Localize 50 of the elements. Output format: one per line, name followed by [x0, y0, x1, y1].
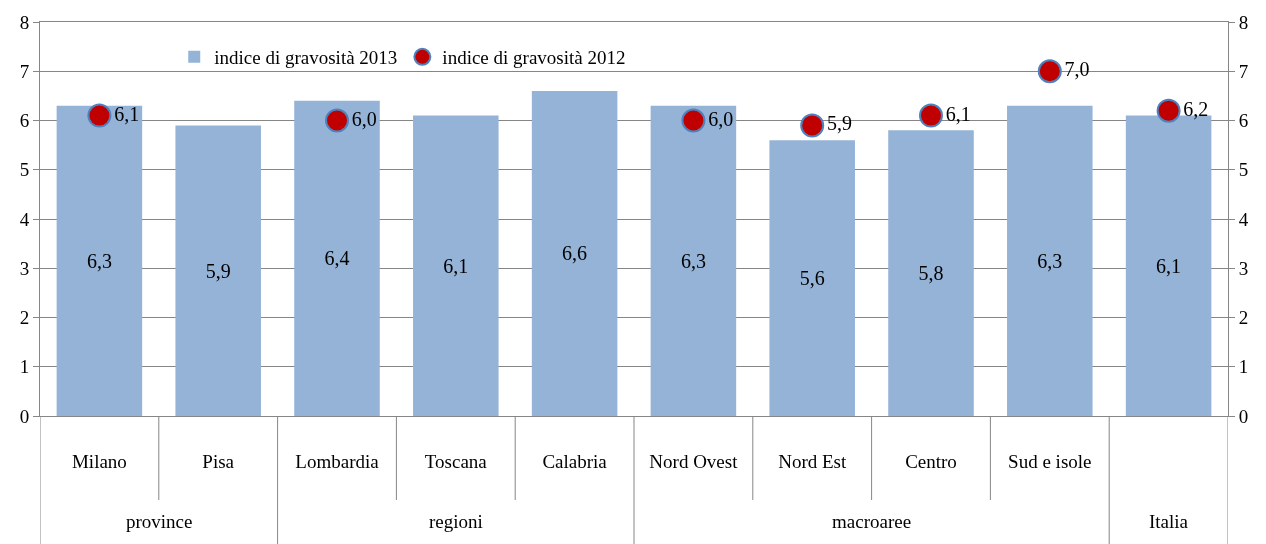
data-label: 6,4 [324, 247, 350, 270]
y2-tick-label: 6 [1238, 110, 1249, 132]
data-label: 6,3 [1037, 249, 1063, 272]
x-tick-label: Centro [905, 450, 957, 472]
data-label: 6,3 [86, 249, 112, 272]
x-tick-label: Toscana [424, 450, 488, 472]
data-label: 6,1 [945, 102, 971, 125]
data-label: 6,6 [562, 242, 588, 265]
data-label: 6,1 [1156, 254, 1182, 277]
y2-tick-label: 7 [1238, 60, 1249, 82]
y2-tick-label: 2 [1238, 307, 1249, 329]
data-label: 5,9 [205, 259, 231, 282]
y-tick-label: 7 [19, 60, 30, 82]
y-tick-label: 3 [19, 257, 30, 279]
x-tick-label: Nord Est [778, 450, 847, 472]
y2-tick-label: 5 [1238, 159, 1249, 181]
x-tick-label: Pisa [202, 450, 235, 472]
data-label: 6,3 [680, 249, 706, 272]
y-tick-label: 2 [19, 307, 30, 329]
data-label: 6,1 [443, 254, 469, 277]
legend-label: indice di gravosità 2012 [442, 47, 626, 69]
data-label: 5,9 [826, 112, 852, 135]
text: province [126, 511, 193, 532]
text: macroaree [832, 511, 912, 532]
data-label: 6,0 [351, 107, 377, 130]
y-tick-label: 0 [19, 405, 30, 427]
data-label: 7,0 [1064, 58, 1090, 81]
text: regioni [429, 511, 483, 532]
data-label: 5,8 [918, 262, 944, 285]
x-tick-label: Nord Ovest [649, 450, 739, 472]
data-label: 6,1 [114, 102, 140, 125]
x-tick-label: Lombardia [295, 450, 380, 472]
data-label: 6,0 [708, 107, 734, 130]
y-tick-label: 5 [19, 159, 30, 181]
x-tick-label: Milano [71, 450, 127, 472]
y2-tick-label: 3 [1238, 257, 1249, 279]
legend-label: indice di gravosità 2013 [214, 47, 398, 69]
data-label: 5,6 [799, 267, 825, 290]
x-tick-label: Calabria [542, 450, 608, 472]
data-label: 6,2 [1183, 97, 1209, 120]
y2-tick-label: 4 [1238, 208, 1249, 230]
y-tick-label: 1 [19, 356, 30, 378]
y2-tick-label: 1 [1238, 356, 1249, 378]
y-tick-label: 6 [19, 110, 30, 132]
text: Italia [1149, 511, 1189, 532]
x-tick-label: Sud e isole [1008, 450, 1092, 472]
y-tick-label: 4 [19, 208, 30, 230]
y2-tick-label: 0 [1238, 405, 1249, 427]
y-tick-label: 8 [19, 11, 30, 33]
y2-tick-label: 8 [1238, 11, 1249, 33]
